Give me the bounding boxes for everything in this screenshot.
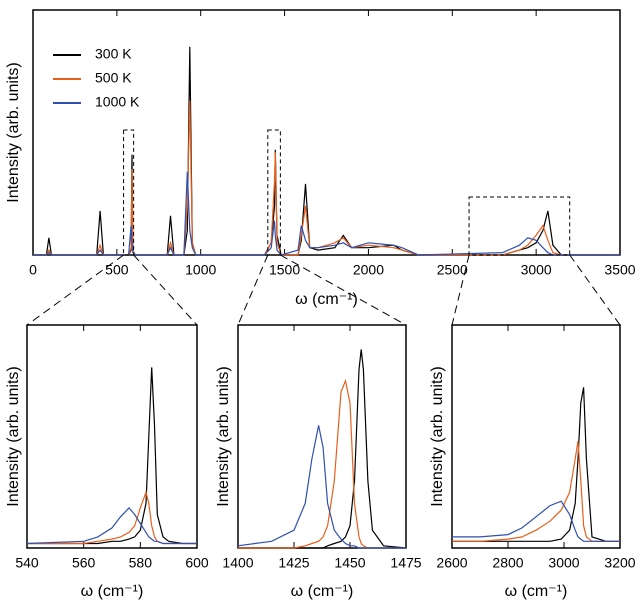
x-axis-label: ω (cm⁻¹) [81,583,144,600]
plot-frame [32,9,621,256]
zoom-connector [26,254,124,326]
x-axis-label: ω (cm⁻¹) [295,291,358,308]
y-axis-label: Intensity (arb. units) [215,366,232,507]
x-tick-label: 0 [29,262,37,278]
legend-label: 1000 K [95,94,140,110]
legend-label: 500 K [95,70,132,86]
spectrum-line [33,171,620,256]
x-tick-label: 1500 [269,262,300,278]
plot-frame [237,324,407,549]
x-axis-label: ω (cm⁻¹) [505,583,568,600]
legend-label: 300 K [95,46,132,62]
y-axis-label: Intensity (arb. units) [5,62,22,203]
x-tick-label: 2500 [437,262,468,278]
x-tick-label: 3500 [604,262,635,278]
x-tick-label: 600 [185,555,209,571]
zoom-box [123,129,135,256]
zoom-connector [280,254,407,326]
spectrum-line [238,378,406,549]
spectrum-line [452,500,620,542]
zoom-connector [133,254,198,326]
x-tick-label: 500 [105,262,129,278]
x-tick-label: 540 [15,555,39,571]
spectrum-line [452,387,620,542]
x-tick-label: 1425 [278,555,309,571]
zoom-connector [237,254,269,326]
spectrum-line [33,100,620,256]
x-axis-label: ω (cm⁻¹) [291,583,354,600]
plot-frame [26,324,198,549]
x-tick-label: 580 [129,555,153,571]
x-tick-label: 1400 [222,555,253,571]
y-axis-label: Intensity (arb. units) [5,366,22,507]
x-tick-label: 2000 [353,262,384,278]
x-tick-label: 3200 [604,555,635,571]
spectrum-line [26,507,197,545]
x-tick-label: 1475 [390,555,421,571]
spectrum-line [237,425,406,549]
zoom-box [267,129,281,256]
plot-frame [451,324,621,549]
spectrum-line [452,440,620,542]
zoom-connector [569,254,621,326]
spectrum-line [27,490,197,545]
x-tick-label: 2800 [492,555,523,571]
x-tick-label: 1000 [185,262,216,278]
x-tick-label: 560 [72,555,96,571]
spectrum-line [27,367,197,545]
x-tick-label: 3000 [548,555,579,571]
y-axis-label: Intensity (arb. units) [429,366,446,507]
x-tick-label: 3000 [521,262,552,278]
spectrum-line [238,349,407,549]
x-tick-label: 2600 [436,555,467,571]
zoom-box [468,196,571,256]
x-tick-label: 1450 [334,555,365,571]
